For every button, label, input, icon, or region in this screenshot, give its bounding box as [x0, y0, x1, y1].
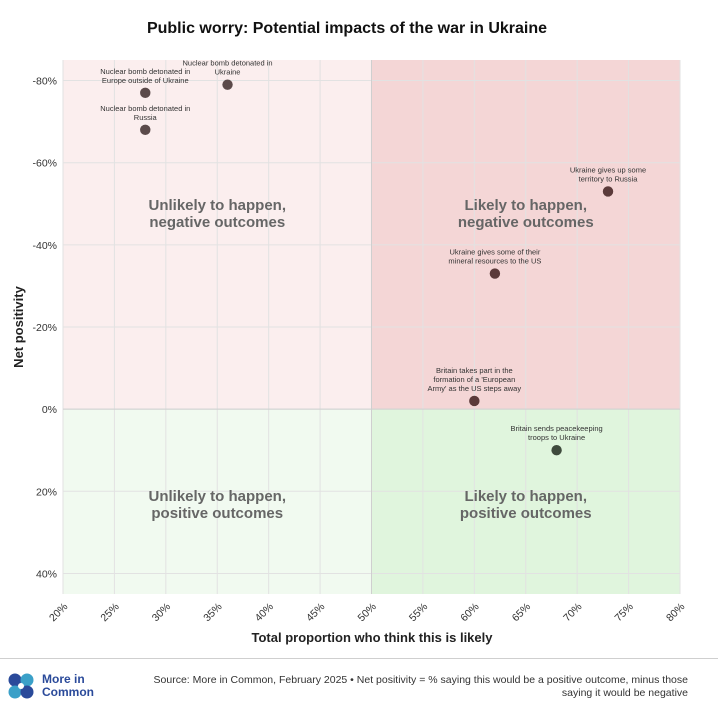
quadrant-label-unlikely-positive-line2: positive outcomes: [151, 505, 283, 522]
x-tick-label: 20%: [47, 601, 70, 624]
x-tick-label: 50%: [355, 601, 378, 624]
data-point-label: Europe outside of Ukraine: [102, 76, 189, 85]
x-tick-label: 80%: [664, 601, 687, 624]
data-point-label: Nuclear bomb detonated in: [100, 104, 190, 113]
data-point-label: Ukraine: [215, 68, 241, 77]
logo-mark-icon: [6, 671, 36, 701]
data-point-label: formation of a 'European: [433, 375, 515, 384]
y-tick-label: 40%: [36, 568, 57, 580]
data-point-label: territory to Russia: [579, 174, 639, 183]
y-tick-label: -20%: [32, 322, 57, 334]
data-point: [469, 395, 480, 407]
y-tick-label: -80%: [32, 76, 57, 88]
data-point: [140, 124, 151, 136]
logo-line-2: Common: [42, 685, 94, 699]
scatter-chart: Public worry: Potential impacts of the w…: [11, 20, 687, 645]
quadrant-label-likely-negative-line1: Likely to happen,: [464, 197, 587, 214]
x-tick-label: 70%: [561, 601, 584, 624]
data-point: [140, 87, 151, 99]
footer-divider: [0, 658, 718, 659]
x-tick-label: 35%: [201, 601, 224, 624]
quadrant-label-unlikely-positive-line1: Unlikely to happen,: [148, 488, 286, 505]
data-point-label: mineral resources to the US: [448, 257, 541, 266]
logo-text: More in Common: [42, 673, 94, 699]
data-point-label: Nuclear bomb detonated in: [100, 67, 190, 76]
y-tick-label: 20%: [36, 486, 57, 498]
data-point-label: Ukraine gives up some: [570, 165, 646, 174]
x-axis-label: Total proportion who think this is likel…: [252, 630, 494, 645]
data-point-label: Ukraine gives some of their: [449, 248, 540, 257]
data-point: [222, 79, 233, 90]
quadrant-label-likely-negative-line2: negative outcomes: [458, 214, 594, 231]
y-axis-label: Net positivity: [11, 285, 26, 367]
quadrant-label-unlikely-negative-line2: negative outcomes: [149, 214, 285, 231]
logo-line-1: More in: [42, 672, 85, 686]
y-tick-label: -40%: [32, 240, 57, 252]
data-point: [551, 445, 562, 456]
data-point-label: Britain sends peacekeeping: [511, 424, 603, 433]
data-point-label: Nuclear bomb detonated in: [183, 59, 273, 68]
data-point-label: Russia: [134, 113, 158, 122]
y-tick-label: 0%: [42, 404, 57, 416]
quadrant-label-unlikely-negative-line1: Unlikely to happen,: [148, 197, 286, 214]
chart-title: Public worry: Potential impacts of the w…: [147, 20, 547, 37]
data-point-label: troops to Ukraine: [528, 433, 585, 442]
data-point: [602, 186, 614, 197]
x-tick-label: 75%: [613, 601, 636, 624]
x-tick-label: 45%: [304, 601, 327, 624]
plot-area: Unlikely to happen,negative outcomesLike…: [32, 59, 687, 625]
x-tick-label: 40%: [253, 601, 276, 624]
more-in-common-logo: More in Common: [6, 670, 116, 702]
x-tick-label: 30%: [150, 601, 173, 624]
x-tick-label: 60%: [458, 601, 481, 624]
data-point-label: Britain takes part in the: [436, 366, 513, 375]
source-note: Source: More in Common, February 2025 • …: [153, 674, 688, 699]
y-tick-label: -60%: [32, 158, 57, 170]
x-tick-label: 55%: [407, 601, 430, 624]
x-tick-label: 65%: [510, 601, 533, 624]
data-point-label: Army' as the US steps away: [428, 384, 522, 393]
quadrant-label-likely-positive-line2: positive outcomes: [460, 505, 592, 522]
x-tick-label: 25%: [98, 601, 121, 624]
quadrant-label-likely-positive-line1: Likely to happen,: [464, 488, 587, 505]
data-point: [489, 268, 501, 279]
